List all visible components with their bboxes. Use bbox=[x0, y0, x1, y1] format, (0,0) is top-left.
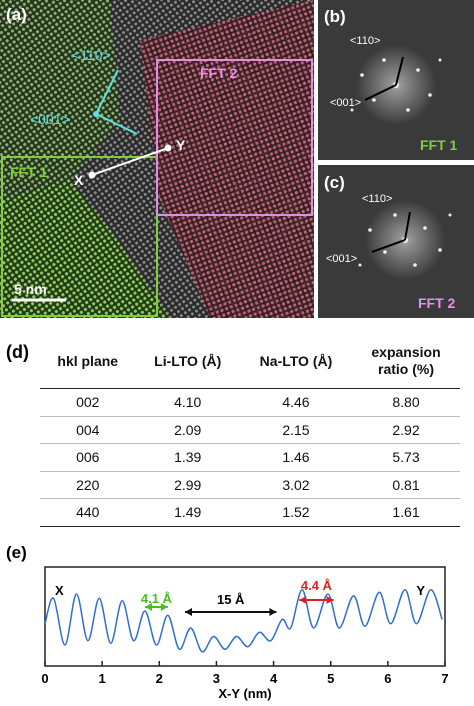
table-cell: 3.02 bbox=[239, 471, 352, 499]
fft-label: FFT 1 bbox=[420, 137, 458, 153]
red-region bbox=[140, 0, 314, 318]
scale-label: 5 nm bbox=[14, 281, 47, 297]
table-cell: 5.73 bbox=[352, 443, 460, 472]
arrow-head bbox=[299, 596, 334, 604]
dot bbox=[93, 111, 99, 117]
dot bbox=[164, 144, 172, 152]
table-cell: 004 bbox=[40, 416, 136, 444]
table-row: 440 1.49 1.52 1.61 bbox=[40, 498, 460, 527]
direction-label: <110> bbox=[362, 193, 392, 205]
table-cell: 2.99 bbox=[135, 471, 240, 499]
table-cell: 4.46 bbox=[239, 388, 352, 417]
table: hkl plane Li-LTO (Å) Na-LTO (Å) expansion r… bbox=[40, 340, 460, 527]
x-tick-label: 6 bbox=[384, 671, 391, 686]
x-tick-label: 4 bbox=[270, 671, 278, 686]
table-cell: 1.39 bbox=[135, 443, 240, 472]
x-tick-label: 7 bbox=[441, 671, 448, 686]
arrow bbox=[364, 84, 397, 101]
fft1-box bbox=[1, 156, 158, 317]
annotation: 15 Å bbox=[217, 592, 245, 607]
point-label: X bbox=[74, 172, 84, 188]
column-header: hkl plane bbox=[40, 340, 136, 389]
table-cell: 440 bbox=[40, 498, 136, 527]
table-row: 006 1.39 1.46 5.73 bbox=[40, 443, 460, 472]
green-region bbox=[0, 180, 170, 318]
column-header: Li-LTO (Å) bbox=[135, 340, 240, 389]
column-header: Na-LTO (Å) bbox=[239, 340, 352, 389]
x-axis-label: X-Y (nm) bbox=[218, 686, 271, 701]
panel-label: (a) bbox=[6, 5, 27, 24]
table-row: 220 2.99 3.02 0.81 bbox=[40, 471, 460, 499]
panel-label: (e) bbox=[6, 543, 27, 562]
table-row: 002 4.10 4.46 8.80 bbox=[40, 388, 460, 417]
direction-label: <001> bbox=[326, 253, 357, 265]
x-tick-label: 5 bbox=[327, 671, 334, 686]
annotation: X bbox=[55, 583, 64, 598]
x-tick-label: 1 bbox=[99, 671, 106, 686]
direction-label: <001> bbox=[30, 111, 70, 127]
table-cell: 220 bbox=[40, 471, 136, 499]
table-panel: (d) hkl plane Li-LTO (Å) Na-LTO (Å) expansi… bbox=[0, 336, 474, 536]
table-cell: 2.09 bbox=[135, 416, 240, 444]
arrow bbox=[95, 69, 119, 115]
table-cell: 2.92 bbox=[352, 416, 460, 444]
plot-frame bbox=[44, 566, 446, 667]
table-cell: 1.61 bbox=[352, 498, 460, 527]
dot bbox=[88, 171, 96, 179]
fft2-box bbox=[156, 59, 313, 216]
fft-label: FFT 2 bbox=[418, 295, 456, 311]
image-panels: (a) <110> <001> FFT 2 FFT 1 X Y 5 nm (b)… bbox=[0, 0, 474, 318]
table-cell: 0.81 bbox=[352, 471, 460, 499]
table-cell: 1.52 bbox=[239, 498, 352, 527]
arrow bbox=[95, 113, 138, 135]
panel-label: (b) bbox=[324, 7, 346, 26]
arrow-head bbox=[145, 603, 168, 611]
annotation: 4.4 Å bbox=[301, 578, 333, 593]
direction-label: <001> bbox=[330, 97, 361, 109]
arrow bbox=[371, 239, 406, 253]
chart: (e) X-Y (nm) 0 1 2 3 4 5 6 7 X Y 4.1 Å 15 Å 4.4 Å bbox=[6, 543, 449, 701]
table-cell: 4.10 bbox=[135, 388, 240, 417]
profile-line bbox=[91, 147, 169, 176]
table-cell: 2.15 bbox=[239, 416, 352, 444]
header-row: hkl plane Li-LTO (Å) Na-LTO (Å) expansion r… bbox=[40, 340, 460, 389]
profile-line bbox=[44, 588, 443, 653]
green-region bbox=[0, 0, 120, 200]
panel-label: (c) bbox=[324, 173, 345, 192]
direction-label: <110> bbox=[350, 35, 380, 47]
arrow bbox=[404, 211, 411, 241]
fft-label: FFT 2 bbox=[200, 65, 238, 81]
x-tick-label: 2 bbox=[156, 671, 163, 686]
x-tick-label: 0 bbox=[41, 671, 48, 686]
table-cell: 8.80 bbox=[352, 388, 460, 417]
table-cell: 006 bbox=[40, 443, 136, 472]
panel-label: (d) bbox=[6, 342, 29, 362]
table-cell: 002 bbox=[40, 388, 136, 417]
table-body: 002 4.10 4.46 8.80 004 2.09 2.15 2.92 006 1.39 1.4… bbox=[40, 388, 460, 527]
point-label: Y bbox=[176, 137, 186, 153]
direction-label: <110> bbox=[72, 47, 111, 63]
annotation: 4.1 Å bbox=[141, 591, 173, 606]
annotation: Y bbox=[416, 583, 425, 598]
table-row: 004 2.09 2.15 2.92 bbox=[40, 416, 460, 444]
fft-label: FFT 1 bbox=[10, 164, 48, 180]
column-header: expansion ratio (%) bbox=[352, 340, 460, 389]
x-tick-label: 3 bbox=[213, 671, 220, 686]
table-cell: 1.46 bbox=[239, 443, 352, 472]
arrow bbox=[395, 56, 404, 86]
table-cell: 1.49 bbox=[135, 498, 240, 527]
